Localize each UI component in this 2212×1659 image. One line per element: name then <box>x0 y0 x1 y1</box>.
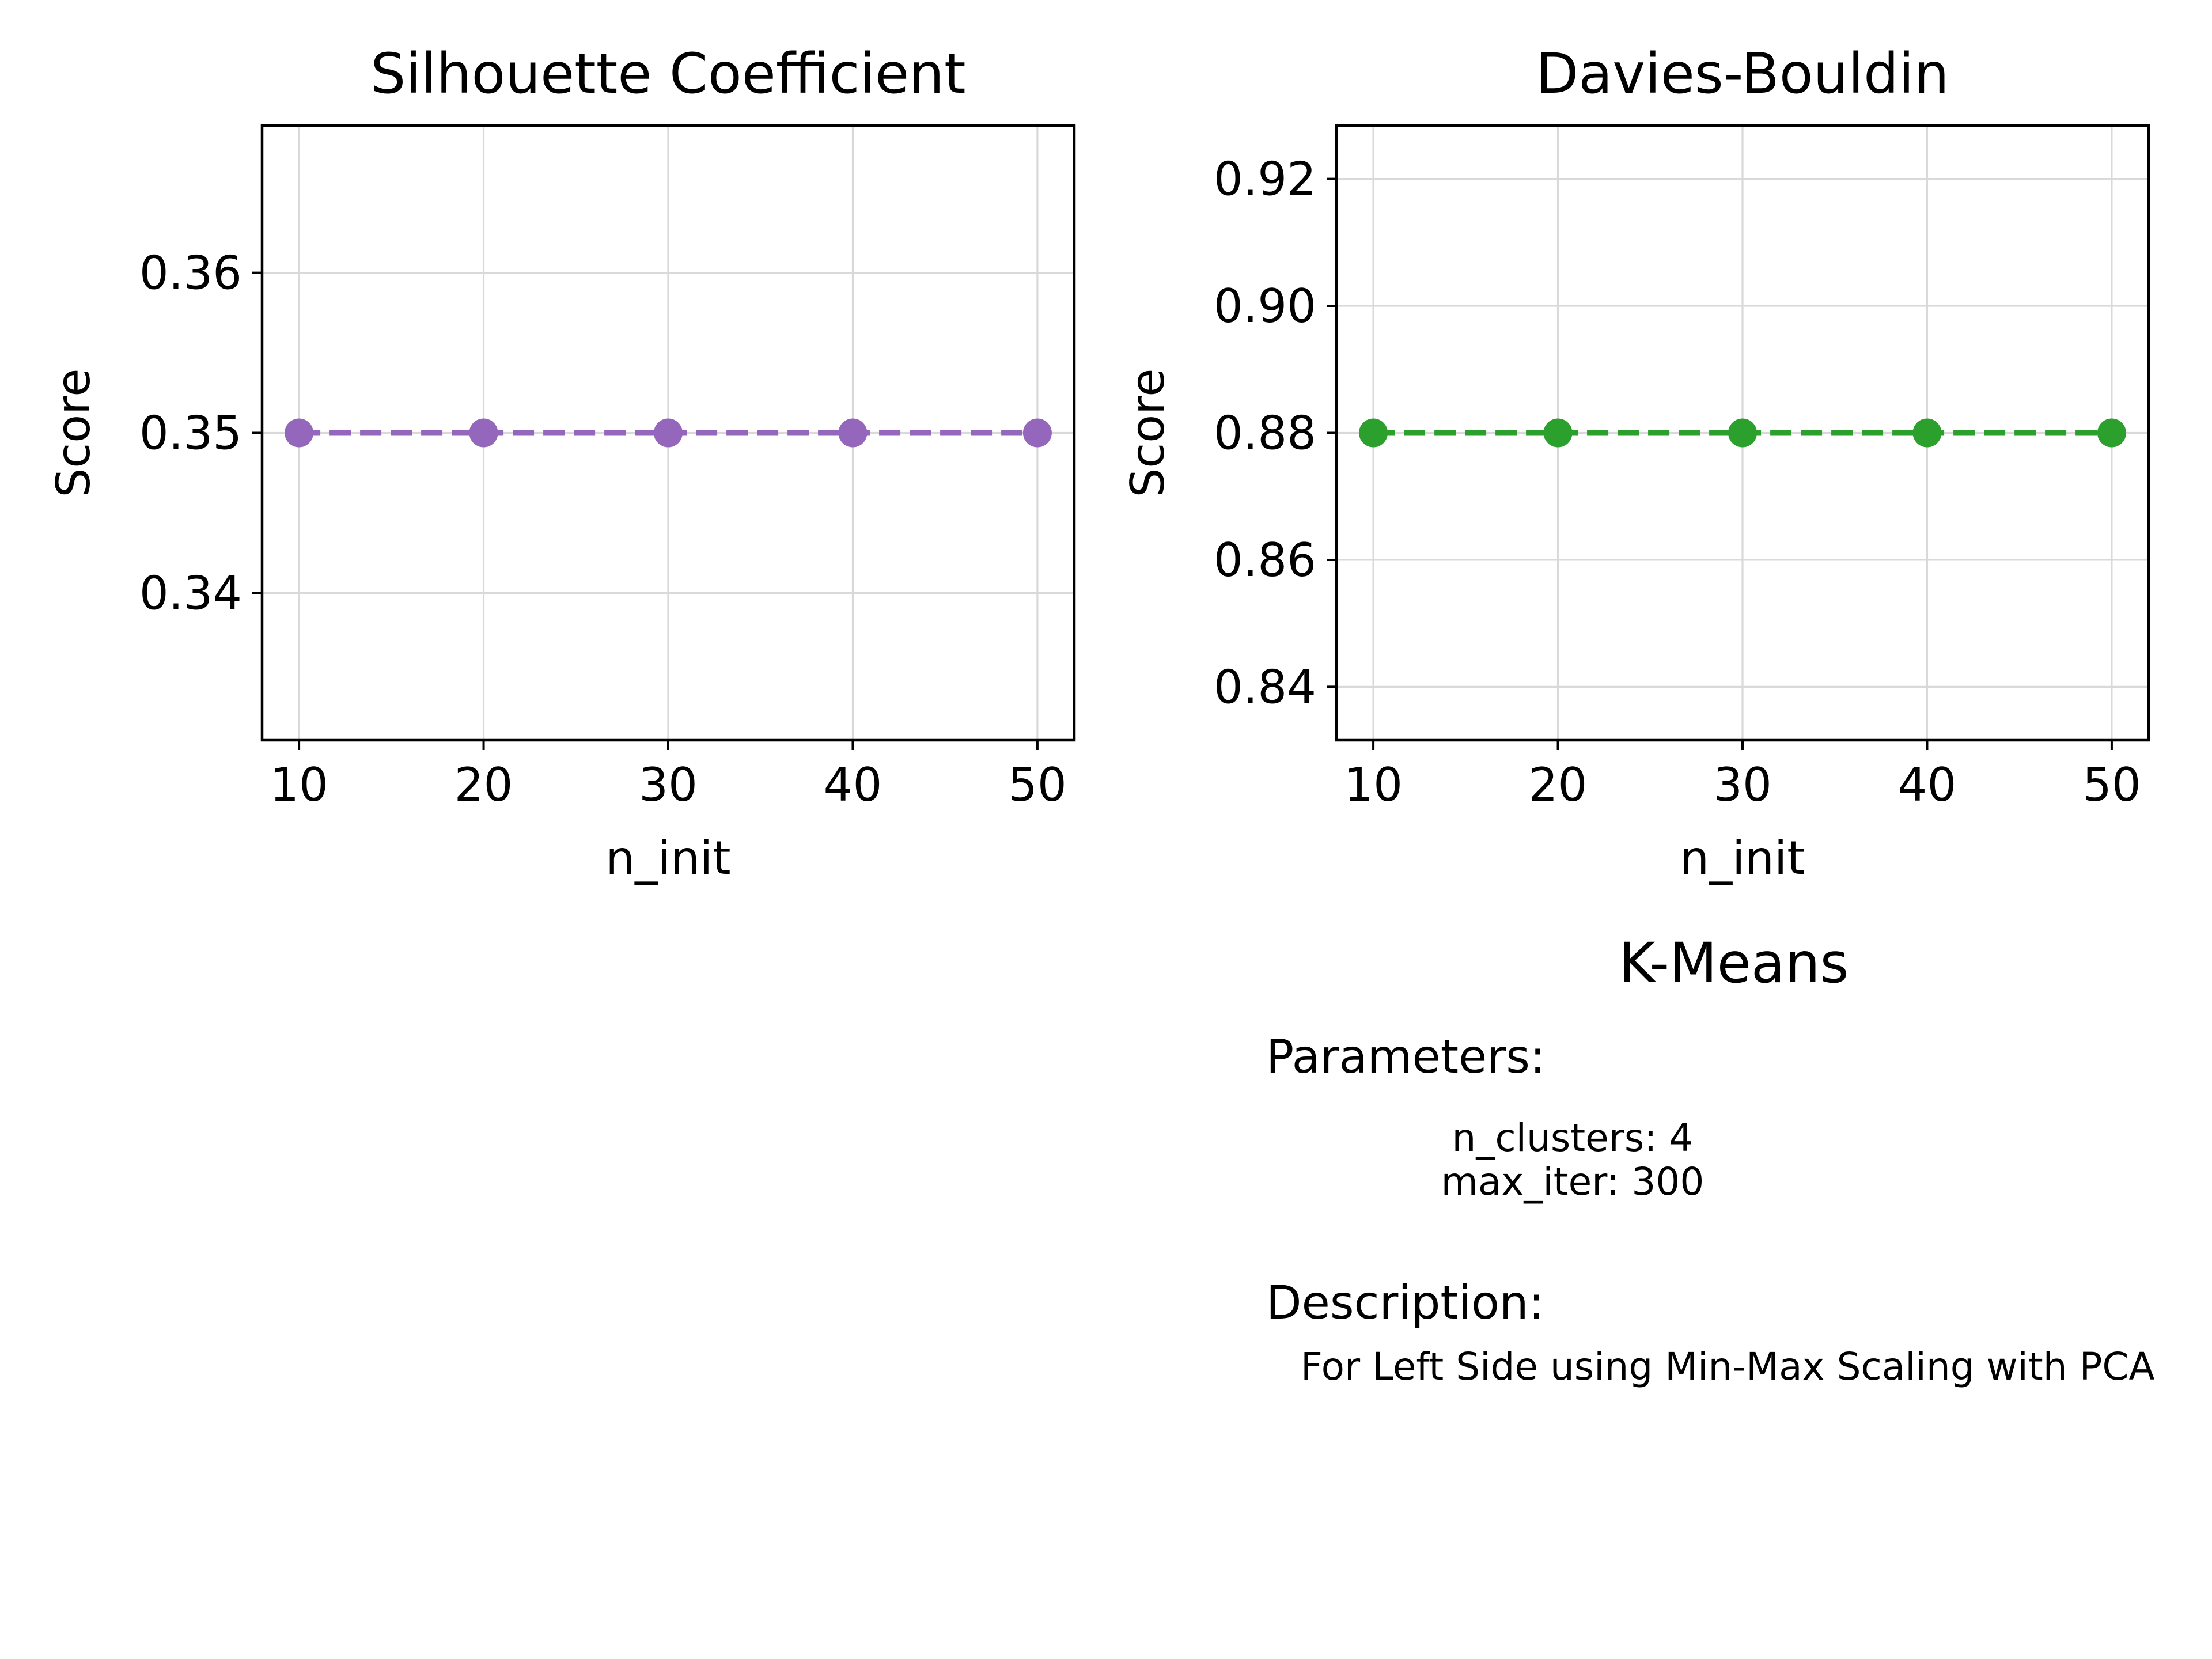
y-axis-label: Score <box>47 368 100 497</box>
parameters-list: n_clusters: 4 max_iter: 300 <box>1429 1116 1717 1204</box>
x-axis-label: n_init <box>605 831 730 885</box>
x-tick-label: 10 <box>1344 758 1403 812</box>
x-tick-label: 50 <box>1008 758 1067 812</box>
x-tick-label: 20 <box>1529 758 1588 812</box>
data-point <box>1912 418 1942 448</box>
y-tick-label: 0.34 <box>139 566 242 620</box>
info-title: K-Means <box>1619 931 1849 995</box>
data-point <box>285 418 314 448</box>
data-point <box>1543 418 1573 448</box>
y-tick-label: 0.84 <box>1214 660 1316 714</box>
data-point <box>654 418 683 448</box>
data-point <box>1728 418 1757 448</box>
data-point <box>2097 418 2126 448</box>
x-tick-label: 50 <box>2082 758 2141 812</box>
x-axis-label: n_init <box>1680 831 1805 885</box>
description-text: For Left Side using Min-Max Scaling with… <box>1301 1344 2155 1389</box>
parameters-heading: Parameters: <box>1266 1030 1546 1084</box>
davies-bouldin-chart: 10 20 30 40 50 0.84 0.86 0.88 0.90 0.92 Davies-Bou… <box>1121 41 2150 885</box>
data-point <box>1359 418 1388 448</box>
silhouette-chart: 10 20 30 40 50 0.34 0.35 0.36 Silhouette Coeffic… <box>47 41 1076 885</box>
x-tick-label: 20 <box>454 758 513 812</box>
chart-title: Davies-Bouldin <box>1536 41 1949 106</box>
y-tick-label: 0.88 <box>1214 407 1316 460</box>
parameter-max-iter: max_iter: 300 <box>1441 1160 1705 1204</box>
y-tick-label: 0.90 <box>1214 279 1316 333</box>
data-point <box>1022 418 1052 448</box>
y-tick-label: 0.35 <box>139 407 242 460</box>
data-point <box>838 418 868 448</box>
x-tick-label: 10 <box>270 758 328 812</box>
parameter-n-clusters: n_clusters: 4 <box>1452 1116 1694 1160</box>
x-tick-label: 30 <box>1713 758 1772 812</box>
y-axis-label: Score <box>1121 368 1175 497</box>
description-heading: Description: <box>1266 1276 1544 1330</box>
x-tick-label: 40 <box>1898 758 1957 812</box>
data-point <box>469 418 498 448</box>
x-tick-label: 30 <box>639 758 698 812</box>
chart-title: Silhouette Coefficient <box>370 41 965 106</box>
y-tick-label: 0.92 <box>1214 153 1316 206</box>
y-tick-label: 0.36 <box>139 247 242 300</box>
x-tick-label: 40 <box>824 758 882 812</box>
y-tick-label: 0.86 <box>1214 533 1316 587</box>
